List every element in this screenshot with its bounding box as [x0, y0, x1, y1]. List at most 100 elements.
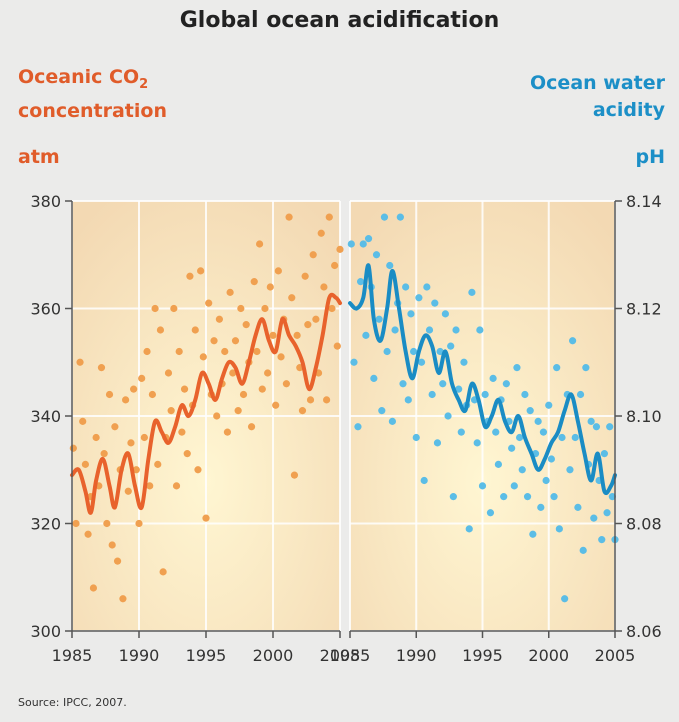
data-point	[81, 460, 89, 468]
x-tick-label: 1995	[186, 646, 227, 665]
data-point	[555, 525, 563, 533]
data-point	[154, 460, 162, 468]
x-tick-label: 1990	[396, 646, 437, 665]
data-point	[407, 310, 415, 318]
data-point	[298, 407, 307, 415]
y-tick-label: 300	[30, 622, 61, 641]
data-point	[396, 213, 404, 221]
data-point	[383, 347, 391, 356]
data-point	[370, 374, 378, 382]
data-point	[537, 503, 545, 511]
data-point	[539, 428, 548, 436]
data-point	[494, 460, 502, 468]
data-point	[357, 278, 365, 286]
right-axis-title-line1: Ocean water	[530, 72, 665, 94]
data-point	[428, 390, 436, 399]
left-axis-title-subscript: 2	[139, 76, 149, 92]
data-point	[492, 428, 500, 436]
data-point	[362, 331, 370, 339]
data-point	[100, 450, 108, 458]
data-point	[202, 514, 210, 522]
data-point	[420, 476, 428, 485]
data-point	[274, 267, 282, 275]
data-point	[119, 595, 127, 603]
data-point	[258, 385, 266, 393]
data-point	[180, 385, 189, 393]
data-point	[436, 347, 444, 356]
data-point	[566, 466, 574, 474]
data-point	[391, 326, 399, 334]
data-point	[569, 337, 577, 345]
data-point	[266, 283, 274, 291]
data-point	[592, 423, 601, 431]
data-point	[138, 374, 146, 382]
data-point	[372, 251, 381, 259]
data-point	[417, 358, 426, 366]
data-point	[111, 423, 119, 431]
data-point	[598, 536, 606, 544]
y-tick-label: 360	[30, 300, 61, 319]
data-point	[380, 213, 389, 221]
data-point	[288, 294, 296, 302]
data-point	[375, 315, 383, 323]
x-tick-label: 1985	[52, 646, 93, 665]
data-point	[518, 466, 526, 474]
data-point	[130, 385, 138, 393]
data-point	[250, 278, 258, 286]
data-point	[542, 476, 550, 485]
data-point	[72, 519, 80, 528]
data-point	[223, 428, 232, 436]
data-point	[521, 390, 529, 399]
data-point	[320, 283, 328, 291]
data-point	[558, 433, 566, 442]
data-point	[476, 326, 484, 334]
data-point	[350, 358, 358, 366]
ph-trend-line	[348, 263, 617, 496]
data-point	[226, 288, 234, 296]
data-point	[441, 310, 449, 318]
data-point	[317, 229, 325, 237]
data-point	[175, 347, 183, 356]
data-point	[213, 412, 221, 420]
data-point	[304, 321, 312, 329]
data-point	[378, 407, 386, 415]
data-point	[172, 482, 181, 490]
data-point	[561, 595, 569, 603]
data-point	[113, 557, 122, 565]
data-point	[412, 433, 420, 442]
data-point	[433, 439, 442, 447]
data-point	[547, 455, 556, 463]
data-point	[478, 482, 487, 490]
data-point	[285, 213, 293, 221]
data-point	[199, 353, 207, 361]
x-tick-label: 2000	[528, 646, 569, 665]
data-point	[425, 326, 434, 334]
data-point	[486, 509, 495, 517]
data-point	[290, 471, 299, 479]
y-tick-label: 340	[30, 407, 61, 426]
data-point	[431, 299, 439, 307]
data-point	[108, 541, 116, 549]
data-point	[231, 337, 240, 345]
data-point	[140, 433, 148, 442]
data-point	[354, 423, 362, 431]
source-note: Source: IPCC, 2007.	[18, 696, 127, 709]
data-point	[439, 380, 447, 388]
data-point	[210, 337, 218, 345]
data-point	[359, 240, 367, 248]
data-point	[460, 358, 468, 366]
data-point	[606, 423, 614, 431]
data-point	[272, 401, 280, 409]
y-tick-label: 8.10	[626, 407, 662, 426]
data-point	[191, 326, 199, 334]
data-point	[534, 417, 542, 425]
data-point	[489, 374, 497, 382]
data-point	[516, 433, 524, 442]
data-point	[331, 261, 339, 270]
data-point	[156, 326, 165, 334]
data-point	[513, 364, 521, 372]
data-point	[468, 288, 476, 296]
data-point	[135, 519, 143, 528]
data-point	[122, 396, 130, 404]
